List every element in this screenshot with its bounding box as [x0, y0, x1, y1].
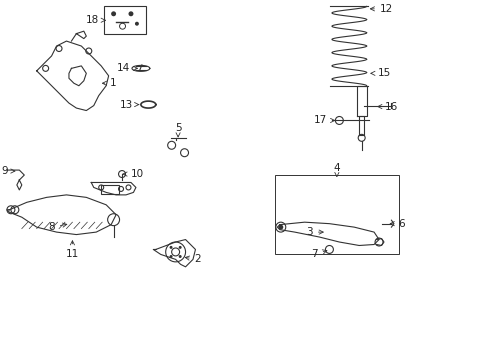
Text: 10: 10 [122, 169, 143, 179]
Text: 2: 2 [185, 255, 201, 264]
Bar [274, 175, 398, 255]
Text: 4: 4 [333, 163, 340, 177]
Text: 15: 15 [370, 68, 390, 78]
Circle shape [135, 22, 139, 26]
Text: 14: 14 [117, 63, 137, 73]
Text: 6: 6 [389, 219, 404, 229]
Text: 17: 17 [313, 116, 334, 126]
Text: 7: 7 [310, 249, 326, 260]
Text: 5: 5 [174, 123, 181, 137]
Circle shape [169, 255, 172, 258]
Circle shape [169, 246, 172, 249]
Circle shape [178, 246, 182, 249]
Text: 8: 8 [48, 222, 67, 232]
Circle shape [178, 255, 182, 258]
Circle shape [128, 11, 133, 16]
Text: 12: 12 [369, 4, 392, 14]
Text: 3: 3 [305, 227, 323, 237]
Text: 11: 11 [66, 241, 79, 260]
Circle shape [111, 11, 116, 16]
Bar [103, 6, 145, 33]
Text: 16: 16 [377, 102, 397, 112]
Text: 9: 9 [1, 166, 15, 176]
Text: 13: 13 [119, 100, 139, 109]
Text: 1: 1 [102, 78, 117, 88]
Text: 18: 18 [85, 15, 105, 25]
Bar [101, 185, 118, 194]
Circle shape [278, 225, 283, 230]
